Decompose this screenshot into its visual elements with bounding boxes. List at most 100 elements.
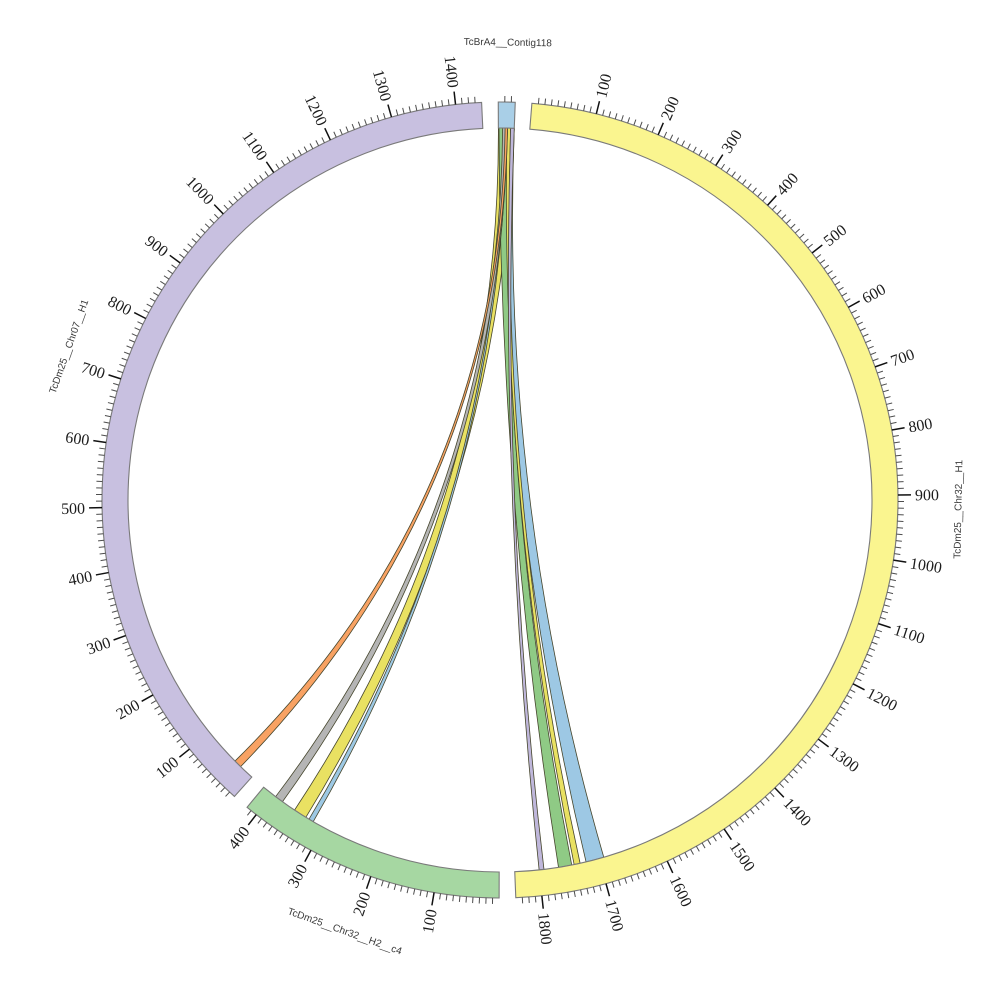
minor-tick <box>895 546 902 549</box>
minor-tick <box>257 818 262 824</box>
minor-tick <box>191 238 197 243</box>
tick-label-chr07h1-100: 100 <box>153 754 182 782</box>
minor-tick <box>678 855 683 862</box>
minor-tick <box>149 297 156 302</box>
minor-tick <box>589 106 592 113</box>
minor-tick <box>210 778 216 783</box>
minor-tick <box>141 682 148 687</box>
tick-label-chr32h2-200: 200 <box>350 890 374 918</box>
minor-tick <box>858 671 865 676</box>
tick-label-chr07h1-1300: 1300 <box>369 68 394 103</box>
minor-tick <box>879 376 886 380</box>
minor-tick <box>113 616 120 620</box>
minor-tick <box>838 286 844 291</box>
minor-tick <box>362 874 366 881</box>
minor-tick <box>854 315 860 320</box>
minor-tick <box>144 688 151 693</box>
segment-label-chr32h1: TcDm25__Chr32__H1 <box>952 459 965 559</box>
minor-tick <box>895 454 902 457</box>
minor-tick <box>337 864 341 871</box>
minor-tick <box>413 888 416 895</box>
minor-tick <box>214 213 219 219</box>
minor-tick <box>888 585 895 588</box>
minor-tick <box>115 622 122 626</box>
minor-tick <box>128 339 135 343</box>
minor-tick <box>880 616 887 620</box>
minor-tick <box>639 121 643 128</box>
minor-tick <box>364 119 368 126</box>
major-tick <box>723 828 733 841</box>
minor-tick <box>747 183 752 189</box>
minor-tick <box>370 117 374 124</box>
tick-label-chr32h1-700: 700 <box>889 346 917 370</box>
minor-tick <box>547 894 550 902</box>
minor-tick <box>319 856 324 862</box>
minor-tick <box>690 849 694 855</box>
major-tick <box>891 426 905 431</box>
minor-tick <box>834 281 841 286</box>
major-tick <box>878 622 891 629</box>
minor-tick <box>537 97 540 104</box>
tick-label-chr32h2-100: 100 <box>420 908 441 934</box>
minor-tick <box>892 434 899 437</box>
minor-tick <box>799 233 805 239</box>
segment-label-chr07h1: TcDm25__Chr07__H1 <box>48 298 92 395</box>
minor-tick <box>776 209 782 215</box>
minor-tick <box>654 866 659 873</box>
minor-tick <box>704 153 709 159</box>
minor-tick <box>739 817 745 823</box>
minor-tick <box>867 345 874 350</box>
minor-tick <box>428 102 431 109</box>
minor-tick <box>675 137 680 144</box>
minor-tick <box>790 223 796 229</box>
minor-tick <box>759 800 765 806</box>
minor-tick <box>718 832 723 838</box>
minor-tick <box>620 115 624 122</box>
minor-tick <box>206 773 212 779</box>
minor-tick <box>803 238 809 244</box>
minor-tick <box>179 253 185 259</box>
minor-tick <box>117 370 124 374</box>
minor-tick <box>896 533 903 536</box>
minor-tick <box>98 539 105 542</box>
minor-tick <box>406 887 409 894</box>
ribbon-contig-to-chr32h2 <box>293 127 515 818</box>
minor-tick <box>434 101 437 108</box>
minor-tick <box>253 179 259 185</box>
minor-tick <box>264 171 269 177</box>
minor-tick <box>872 358 879 362</box>
minor-tick <box>156 286 163 291</box>
minor-tick <box>592 886 596 893</box>
minor-tick <box>402 107 405 114</box>
minor-tick <box>887 408 894 412</box>
minor-tick <box>419 890 422 897</box>
tick-label-chr07h1-900: 900 <box>142 233 171 261</box>
tick-label-chr32h1-900: 900 <box>915 487 939 504</box>
major-tick <box>811 244 823 254</box>
minor-tick <box>415 104 418 111</box>
minor-tick <box>127 653 134 657</box>
minor-tick <box>97 460 104 463</box>
major-tick <box>113 634 127 641</box>
minor-tick <box>161 716 167 721</box>
minor-tick <box>157 711 164 716</box>
major-tick <box>213 204 224 215</box>
minor-tick <box>104 414 111 418</box>
minor-tick <box>695 845 700 852</box>
minor-tick <box>602 109 605 116</box>
minor-tick <box>426 891 429 898</box>
minor-tick <box>101 434 108 437</box>
minor-tick <box>843 700 849 705</box>
minor-tick <box>844 298 851 303</box>
minor-tick <box>106 591 113 594</box>
tick-label-chr07h1-1000: 1000 <box>182 174 216 209</box>
minor-tick <box>209 218 215 224</box>
minor-tick <box>731 171 736 177</box>
minor-tick <box>97 533 104 535</box>
minor-tick <box>757 191 762 198</box>
minor-tick <box>447 99 450 106</box>
minor-tick <box>687 143 691 150</box>
minor-tick <box>821 733 828 738</box>
minor-tick <box>99 447 106 450</box>
minor-tick <box>135 671 142 675</box>
